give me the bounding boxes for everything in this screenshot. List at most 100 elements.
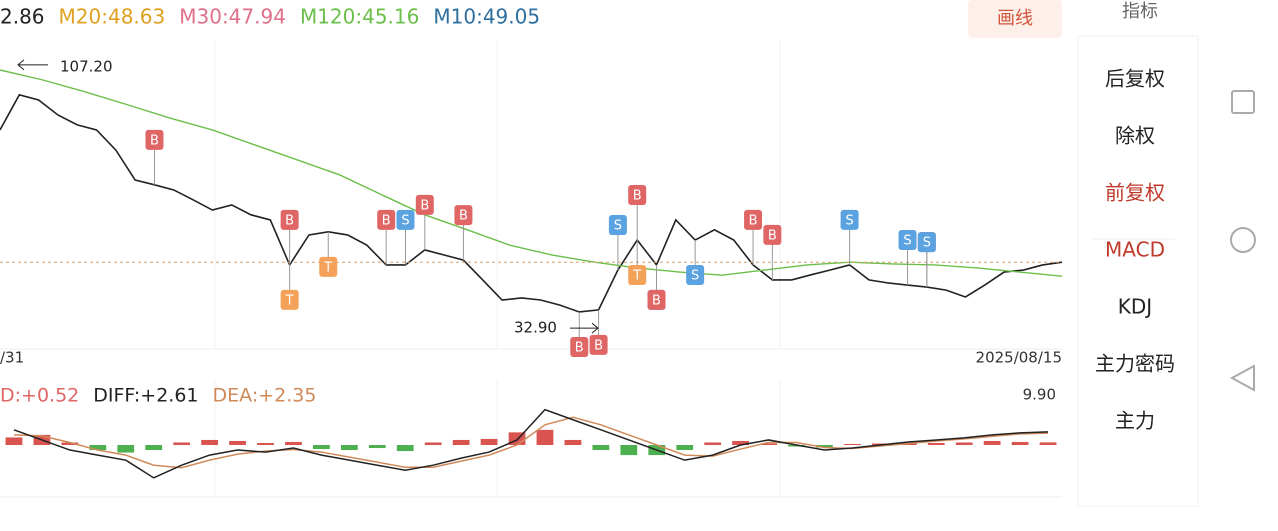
trade-marker bbox=[608, 215, 627, 236]
macd-bar bbox=[927, 442, 945, 445]
macd-bar bbox=[424, 442, 442, 445]
macd-bar bbox=[536, 429, 554, 445]
trade-marker bbox=[415, 194, 434, 215]
macd-bar bbox=[844, 443, 861, 445]
macd-bar bbox=[229, 440, 246, 445]
macd-bar bbox=[732, 440, 749, 445]
legend-entry: DEA:+2.35 bbox=[213, 385, 317, 407]
trade-marker bbox=[628, 265, 647, 286]
legend-entry: M120:45.16 bbox=[300, 5, 419, 29]
legend-entry: M30:47.94 bbox=[179, 5, 286, 29]
menu-item[interactable]: KDJ bbox=[1118, 295, 1152, 319]
marker-label: B bbox=[749, 213, 758, 228]
trade-marker bbox=[396, 209, 415, 230]
menu-item[interactable]: 除权 bbox=[1115, 124, 1155, 148]
macd-bar bbox=[1011, 441, 1029, 445]
macd-bar bbox=[257, 442, 274, 445]
draw-button[interactable] bbox=[968, 0, 1062, 38]
y-tick-label: 9.90 bbox=[1023, 386, 1056, 404]
marker-label: S bbox=[691, 269, 699, 284]
trade-marker bbox=[145, 129, 164, 150]
menu-item[interactable]: 后复权 bbox=[1105, 67, 1165, 91]
trade-marker bbox=[280, 209, 299, 230]
nav-back[interactable] bbox=[1229, 364, 1255, 392]
macd-bar bbox=[592, 445, 610, 451]
arrow bbox=[17, 59, 48, 71]
trade-marker bbox=[917, 232, 936, 253]
date-label: 2025/08/15 bbox=[976, 349, 1062, 367]
min-label: 32.90 bbox=[514, 319, 557, 337]
marker-label: S bbox=[903, 234, 911, 249]
trade-marker bbox=[280, 289, 299, 310]
macd-bar bbox=[620, 445, 638, 456]
macd-bar bbox=[1039, 442, 1057, 445]
dividers bbox=[214, 40, 781, 497]
nav-home[interactable] bbox=[1230, 227, 1256, 253]
marker-label: B bbox=[575, 340, 584, 355]
legend-entry: M20:48.63 bbox=[59, 5, 166, 29]
menu-item[interactable]: 主力 bbox=[1115, 409, 1155, 433]
marker-label: T bbox=[632, 269, 641, 284]
legend-entry: 2.86 bbox=[0, 5, 45, 29]
macd-bar bbox=[396, 445, 414, 452]
trade-marker bbox=[589, 334, 608, 355]
marker-label: B bbox=[382, 213, 391, 228]
macd-bar bbox=[704, 442, 722, 445]
trade-marker bbox=[628, 185, 647, 206]
marker-label: T bbox=[323, 260, 332, 275]
line bbox=[0, 93, 1063, 313]
side-panel bbox=[1077, 35, 1199, 507]
marker-label: B bbox=[420, 198, 429, 213]
marker-label: B bbox=[652, 293, 661, 308]
marker-label: S bbox=[401, 213, 409, 228]
macd-bar bbox=[871, 443, 889, 445]
macd-bar bbox=[816, 445, 833, 448]
trade-marker bbox=[686, 265, 705, 286]
marker-label: B bbox=[594, 338, 603, 353]
marker-label: S bbox=[614, 219, 622, 234]
macd-bar bbox=[760, 443, 777, 445]
macd-bar bbox=[5, 437, 23, 445]
nav-recent[interactable] bbox=[1231, 90, 1255, 114]
legend-entry: DIFF:+2.61 bbox=[93, 385, 198, 407]
macd-bar bbox=[564, 439, 582, 445]
trade-marker bbox=[840, 209, 859, 230]
line bbox=[13, 408, 1049, 479]
marker-label: T bbox=[285, 293, 294, 308]
max-label: 107.20 bbox=[60, 57, 113, 75]
trade-marker bbox=[454, 205, 473, 226]
trade-marker bbox=[377, 209, 396, 230]
draw-label[interactable]: 画线 bbox=[997, 8, 1033, 29]
macd-bar bbox=[368, 445, 386, 449]
macd-bar bbox=[983, 440, 1001, 445]
macd-bar bbox=[955, 442, 973, 445]
trade-marker bbox=[898, 230, 917, 251]
macd-bar bbox=[340, 445, 358, 451]
macd-bar bbox=[285, 441, 302, 445]
legend-entry: D:+0.52 bbox=[0, 385, 79, 407]
date-label: /31 bbox=[0, 349, 24, 367]
trade-marker bbox=[647, 289, 666, 310]
macd-bar bbox=[89, 445, 107, 451]
macd-bar bbox=[676, 445, 694, 451]
marker-label: B bbox=[150, 133, 159, 148]
macd-bar bbox=[452, 439, 470, 445]
macd-bar bbox=[61, 442, 79, 445]
marker-label: S bbox=[923, 236, 931, 251]
trade-marker bbox=[319, 256, 338, 277]
trade-marker bbox=[763, 224, 782, 245]
macd-bar bbox=[117, 445, 135, 453]
marker-label: B bbox=[285, 213, 294, 228]
line bbox=[0, 69, 1063, 277]
menu-item[interactable]: 主力密码 bbox=[1095, 352, 1175, 376]
macd-bar bbox=[145, 445, 163, 451]
indicator-label[interactable]: 指标 bbox=[1122, 1, 1158, 22]
marker-label: B bbox=[768, 228, 777, 243]
arrow bbox=[570, 322, 599, 334]
menu-item[interactable]: MACD bbox=[1105, 238, 1165, 262]
menu-item[interactable]: 前复权 bbox=[1105, 181, 1165, 205]
trade-marker bbox=[570, 336, 589, 357]
line bbox=[13, 416, 1049, 469]
